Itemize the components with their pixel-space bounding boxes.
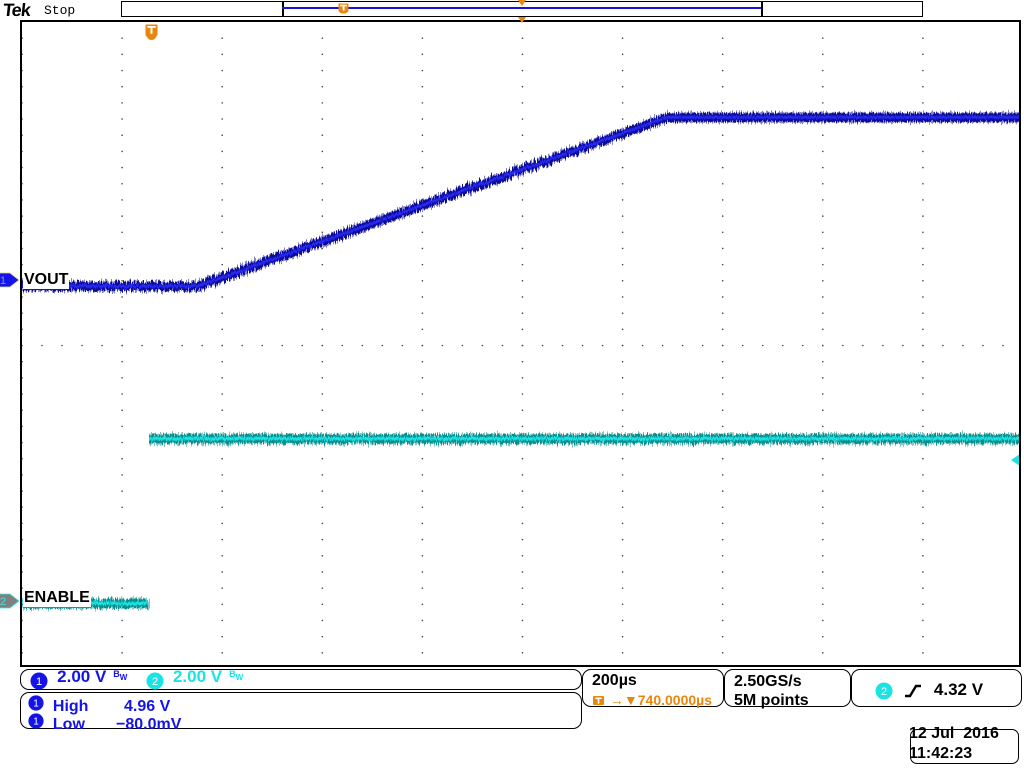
svg-text:2: 2 <box>0 596 6 608</box>
svg-text:1: 1 <box>36 676 42 688</box>
svg-text:1: 1 <box>33 717 39 728</box>
svg-text:2: 2 <box>881 686 887 698</box>
svg-text:1: 1 <box>0 275 6 287</box>
svg-text:2: 2 <box>152 676 158 688</box>
svg-text:1: 1 <box>33 699 39 710</box>
